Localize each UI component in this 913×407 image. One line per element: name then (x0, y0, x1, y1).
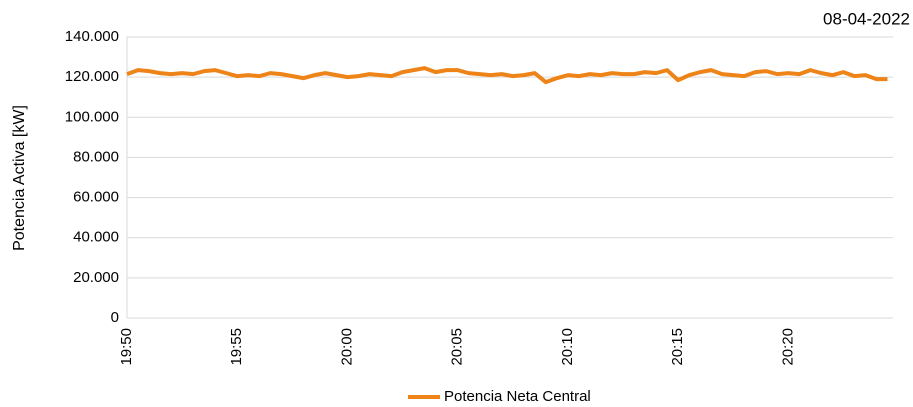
y-tick-label: 0 (111, 309, 119, 326)
y-tick-label: 100.000 (65, 108, 119, 125)
y-tick-label: 20.000 (73, 269, 119, 286)
x-tick-label: 20:00 (338, 328, 355, 366)
date-annotation: 08-04-2022 (823, 9, 910, 28)
y-tick-label: 40.000 (73, 229, 119, 246)
y-tick-label: 80.000 (73, 148, 119, 165)
x-tick-label: 20:05 (449, 328, 466, 366)
y-tick-label: 120.000 (65, 68, 119, 85)
x-tick-label: 19:50 (118, 328, 135, 366)
data-line (126, 66, 888, 85)
y-tick-label: 60.000 (73, 189, 119, 206)
x-tick-label: 20:15 (669, 328, 686, 366)
legend-label: Potencia Neta Central (444, 388, 591, 405)
y-tick-label: 140.000 (65, 28, 119, 45)
x-tick-label: 19:55 (228, 328, 245, 366)
y-axis-label: Potencia Activa [kW] (11, 105, 28, 251)
x-tick-label: 20:10 (559, 328, 576, 366)
x-tick-label: 20:20 (779, 328, 796, 366)
